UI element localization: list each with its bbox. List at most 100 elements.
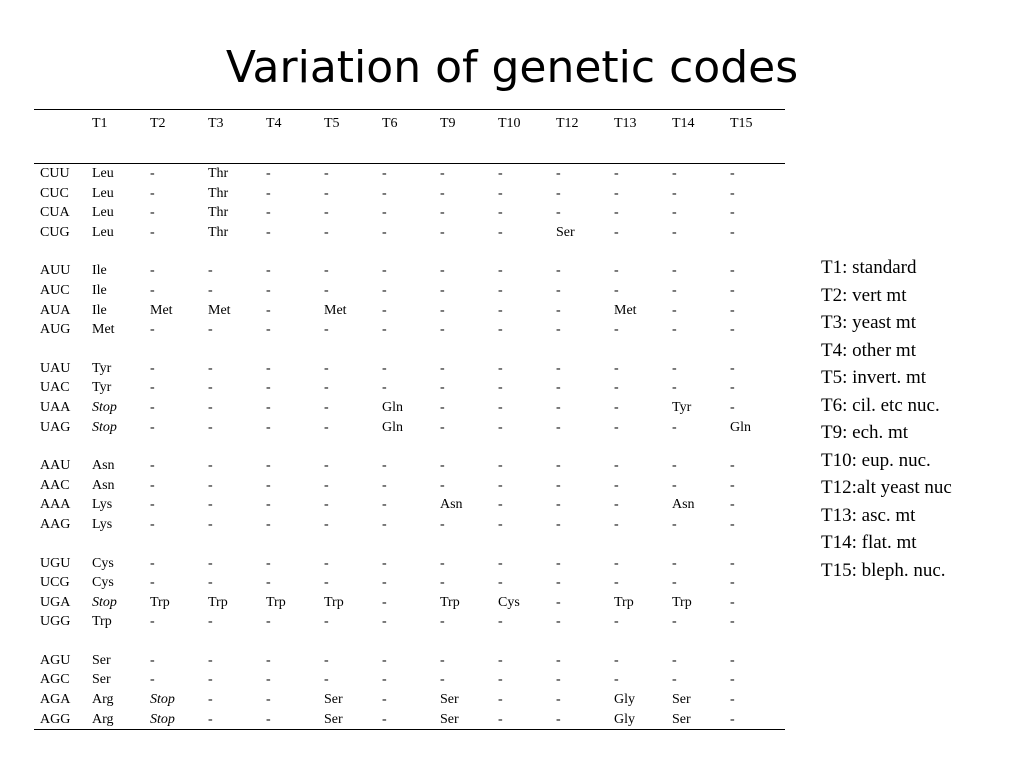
amino-acid-cell: -: [324, 672, 329, 688]
header-t9: T9: [440, 116, 456, 131]
amino-acid-cell: -: [440, 380, 445, 396]
amino-acid-cell: -: [382, 672, 387, 688]
amino-acid-cell: Met: [614, 302, 637, 318]
codon-cell: UGU: [40, 555, 71, 571]
amino-acid-cell: Leu: [92, 166, 114, 181]
amino-acid-cell: -: [556, 575, 561, 591]
amino-acid-cell: Trp: [614, 594, 634, 610]
codon-cell: AAC: [40, 477, 70, 493]
amino-acid-cell: -: [382, 360, 387, 376]
amino-acid-cell: -: [672, 282, 677, 298]
table-row: CUU Leu - Thr - - - - - - - - -: [34, 164, 785, 184]
codon-cell: AAA: [40, 497, 71, 513]
amino-acid-cell: Asn: [440, 497, 463, 513]
amino-acid-cell: Met: [150, 302, 173, 318]
genetic-code-table: T1 T2 T3 T4 T5 T6 T9 T10 T12 T13 T14 T15 CUU Leu - Thr…: [34, 110, 785, 729]
amino-acid-cell: -: [614, 614, 619, 630]
amino-acid-cell: -: [730, 166, 735, 181]
amino-acid-cell: Lys: [92, 497, 113, 513]
amino-acid-cell: -: [382, 458, 387, 474]
amino-acid-cell: -: [614, 652, 619, 668]
codon-cell: UCG: [40, 575, 70, 591]
header-t12: T12: [556, 116, 579, 131]
amino-acid-cell: -: [614, 185, 619, 201]
amino-acid-cell: -: [730, 205, 735, 221]
amino-acid-cell: Trp: [150, 594, 170, 610]
amino-acid-cell: -: [672, 458, 677, 474]
legend-item: T10: eup. nuc.: [821, 449, 931, 471]
amino-acid-cell: -: [614, 224, 619, 240]
amino-acid-cell: -: [556, 458, 561, 474]
table-row: AAU Asn - - - - - - - - - - -: [34, 447, 785, 476]
amino-acid-cell: -: [266, 360, 271, 376]
header-row: T1 T2 T3 T4 T5 T6 T9 T10 T12 T13 T14 T15: [34, 110, 785, 164]
amino-acid-cell: -: [556, 711, 561, 727]
table-row: AGU Ser - - - - - - - - - - -: [34, 641, 785, 670]
amino-acid-cell: Met: [92, 322, 115, 338]
amino-acid-cell: Ser: [672, 692, 691, 708]
amino-acid-cell: Tyr: [92, 360, 112, 376]
amino-acid-cell: -: [556, 282, 561, 298]
amino-acid-cell: -: [208, 614, 213, 630]
amino-acid-cell: -: [440, 458, 445, 474]
amino-acid-cell: Trp: [92, 614, 112, 630]
codon-cell: UGA: [40, 594, 71, 610]
amino-acid-cell: -: [208, 263, 213, 279]
amino-acid-cell: -: [498, 711, 503, 727]
amino-acid-cell: -: [208, 672, 213, 688]
amino-acid-cell: -: [266, 516, 271, 532]
amino-acid-cell: -: [208, 555, 213, 571]
amino-acid-cell: -: [498, 419, 503, 435]
codon-cell: CUU: [40, 166, 70, 181]
amino-acid-cell: -: [556, 652, 561, 668]
amino-acid-cell: -: [150, 360, 155, 376]
amino-acid-cell: -: [208, 360, 213, 376]
amino-acid-cell: -: [556, 302, 561, 318]
codon-cell: AUU: [40, 263, 71, 279]
amino-acid-cell: Gly: [614, 692, 635, 708]
legend-item: T6: cil. etc nuc.: [821, 394, 940, 416]
codon-cell: UAG: [40, 419, 71, 435]
amino-acid-cell: Leu: [92, 185, 114, 201]
amino-acid-cell: -: [498, 458, 503, 474]
amino-acid-cell: -: [614, 166, 619, 181]
legend-item: T12:alt yeast nuc: [821, 477, 952, 498]
legend-item: T14: flat. mt: [821, 532, 917, 553]
amino-acid-cell: -: [672, 516, 677, 532]
header-t4: T4: [266, 116, 282, 131]
amino-acid-cell: -: [150, 282, 155, 298]
amino-acid-cell: -: [672, 614, 677, 630]
amino-acid-cell: -: [150, 614, 155, 630]
amino-acid-cell: -: [382, 614, 387, 630]
amino-acid-cell: -: [150, 380, 155, 396]
amino-acid-cell: Trp: [440, 594, 460, 610]
table-row: AUA Ile Met Met - Met - - - - Met - -: [34, 301, 785, 321]
amino-acid-cell: Gln: [382, 399, 403, 415]
amino-acid-cell: -: [498, 692, 503, 708]
amino-acid-cell: -: [730, 282, 735, 298]
genetic-code-table-container: T1 T2 T3 T4 T5 T6 T9 T10 T12 T13 T14 T15 CUU Leu - Thr…: [34, 109, 785, 731]
table-row: CUC Leu - Thr - - - - - - - - -: [34, 184, 785, 204]
amino-acid-cell: -: [730, 302, 735, 318]
amino-acid-cell: -: [614, 575, 619, 591]
codon-cell: UAA: [40, 399, 71, 415]
table-row: AGG Arg Stop - - Ser - Ser - - Gly Ser -: [34, 710, 785, 730]
legend-item: T4: other mt: [821, 339, 916, 361]
amino-acid-cell: Ser: [672, 711, 691, 727]
amino-acid-cell: -: [498, 360, 503, 376]
amino-acid-cell: Lys: [92, 516, 113, 532]
amino-acid-cell: -: [324, 419, 329, 435]
amino-acid-cell: Trp: [324, 594, 344, 610]
amino-acid-cell: -: [382, 224, 387, 240]
amino-acid-cell: -: [382, 497, 387, 513]
header-t2: T2: [150, 116, 166, 131]
codon-cell: CUC: [40, 185, 69, 201]
amino-acid-cell: -: [730, 575, 735, 591]
codon-cell: CUA: [40, 205, 70, 221]
amino-acid-cell: -: [498, 185, 503, 201]
amino-acid-cell: -: [440, 399, 445, 415]
amino-acid-cell: -: [208, 419, 213, 435]
amino-acid-cell: -: [150, 419, 155, 435]
amino-acid-cell: -: [730, 458, 735, 474]
amino-acid-cell: -: [498, 575, 503, 591]
